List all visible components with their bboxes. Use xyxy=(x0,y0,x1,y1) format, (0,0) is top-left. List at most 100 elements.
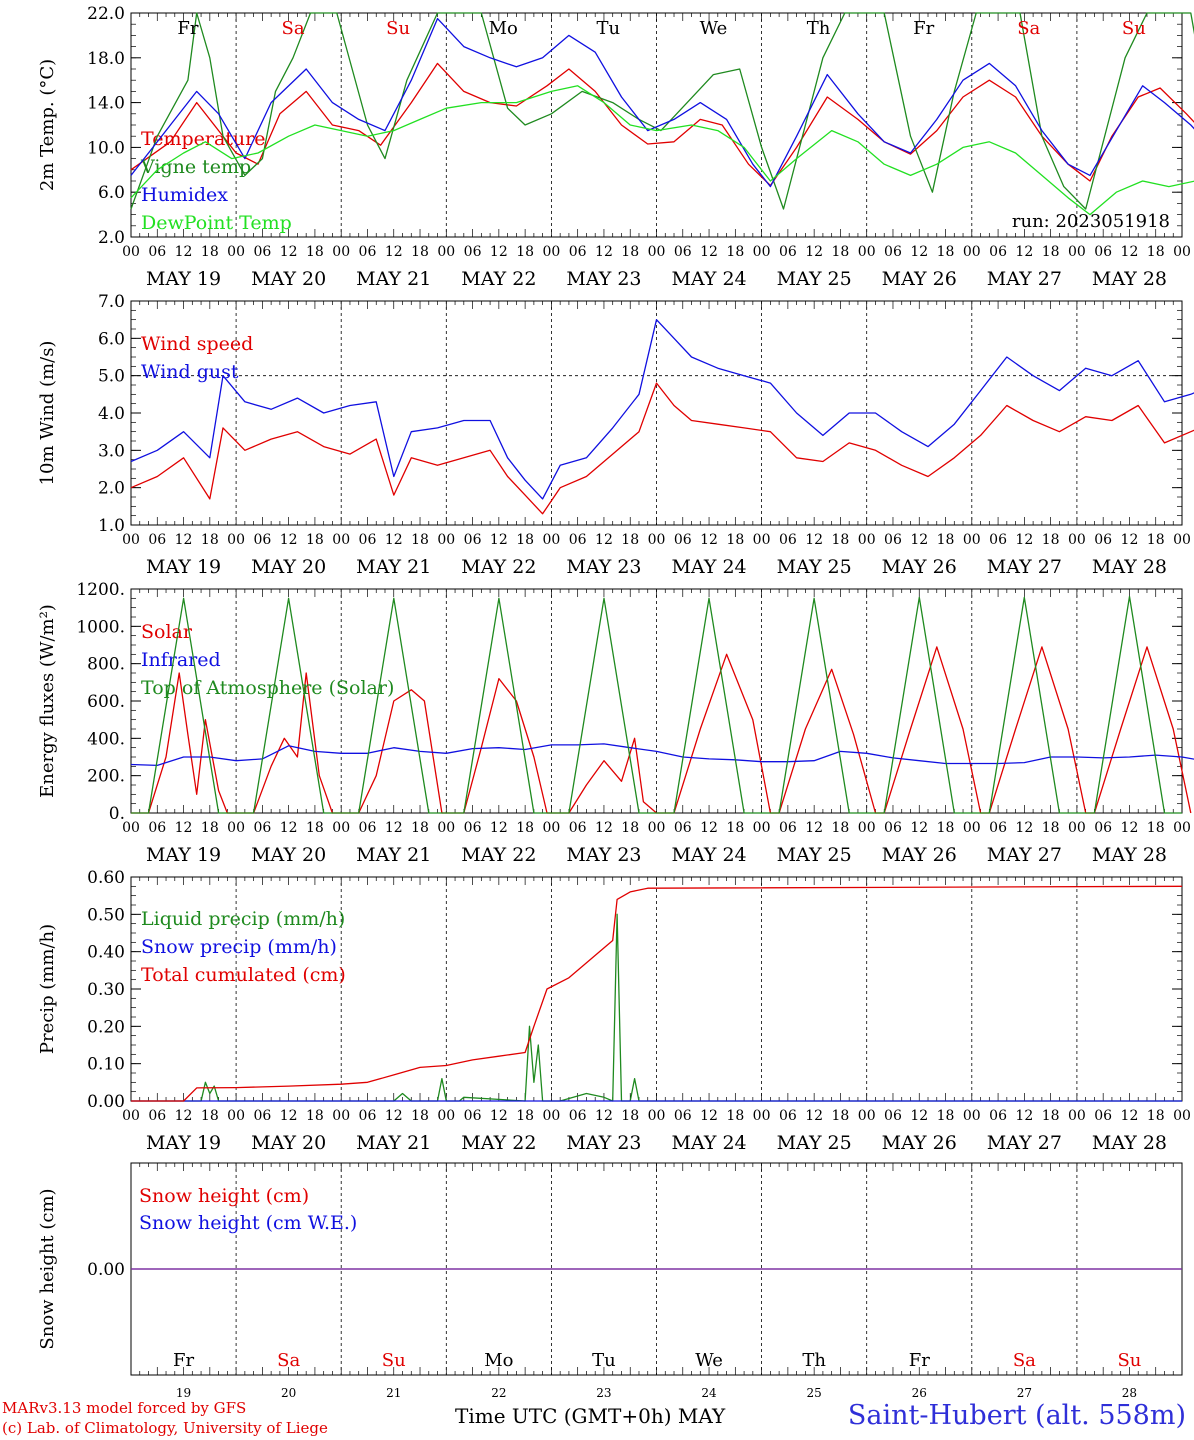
date-label: MAY 27 xyxy=(987,1132,1062,1154)
hour-tick-label: 12 xyxy=(595,532,613,548)
y-tick-label: 6.0 xyxy=(98,183,125,203)
hour-tick-label: 00 xyxy=(1173,820,1191,836)
hour-tick-label: 18 xyxy=(1147,532,1165,548)
hour-tick-label: 18 xyxy=(621,532,639,548)
hour-tick-label: 00 xyxy=(1068,532,1086,548)
hour-tick-label: 12 xyxy=(700,244,718,260)
day-name-label: Th xyxy=(802,1350,826,1371)
hour-tick-label: 06 xyxy=(148,820,166,836)
y-tick-label: 10.0 xyxy=(87,138,125,158)
date-label: MAY 24 xyxy=(671,844,746,866)
day-name-label: Sa xyxy=(277,1350,300,1371)
hour-tick-label: 18 xyxy=(306,244,324,260)
y-tick-label: 0. xyxy=(109,804,125,824)
series-line-top-of-atmosphere-solar- xyxy=(131,595,1182,814)
day-number-label: 21 xyxy=(386,1386,401,1400)
station-name: Saint-Hubert (alt. 558m) xyxy=(847,1400,1186,1431)
hour-tick-label: 00 xyxy=(437,244,455,260)
hour-tick-label: 12 xyxy=(1015,532,1033,548)
y-tick-label: 14.0 xyxy=(87,94,125,114)
time-axis-text: Time UTC (GMT+0h) xyxy=(455,1404,672,1428)
hour-tick-label: 12 xyxy=(385,1108,403,1124)
hour-tick-label: 12 xyxy=(910,244,928,260)
date-label: MAY 23 xyxy=(566,556,641,578)
date-label: MAY 19 xyxy=(146,268,221,290)
hour-tick-label: 12 xyxy=(490,1108,508,1124)
hour-tick-label: 18 xyxy=(306,820,324,836)
hour-tick-label: 00 xyxy=(332,532,350,548)
date-label: MAY 25 xyxy=(777,1132,852,1154)
hour-tick-label: 12 xyxy=(490,532,508,548)
hour-tick-label: 06 xyxy=(359,1108,377,1124)
month-label: MAY xyxy=(677,1404,726,1428)
time-axis-label: Time UTC (GMT+0h) MAY xyxy=(455,1404,725,1428)
hour-tick-label: 06 xyxy=(464,1108,482,1124)
hour-tick-label: 18 xyxy=(1042,244,1060,260)
y-tick-label: 4.0 xyxy=(98,404,125,424)
hour-tick-label: 00 xyxy=(1173,244,1191,260)
hour-tick-label: 00 xyxy=(542,820,560,836)
hour-tick-label: 06 xyxy=(569,820,587,836)
hour-tick-label: 12 xyxy=(1015,244,1033,260)
hour-tick-label: 06 xyxy=(884,820,902,836)
date-label: MAY 28 xyxy=(1092,268,1167,290)
hour-tick-label: 06 xyxy=(989,1108,1007,1124)
hour-tick-label: 18 xyxy=(832,532,850,548)
day-name-label: We xyxy=(700,18,728,39)
date-label: MAY 19 xyxy=(146,556,221,578)
date-label: MAY 22 xyxy=(461,556,536,578)
hour-tick-label: 06 xyxy=(884,532,902,548)
hour-tick-label: 06 xyxy=(1094,244,1112,260)
hour-tick-label: 18 xyxy=(726,820,744,836)
hour-tick-label: 12 xyxy=(1015,820,1033,836)
date-label: MAY 20 xyxy=(251,844,326,866)
hour-tick-label: 18 xyxy=(516,1108,534,1124)
hour-tick-label: 00 xyxy=(753,532,771,548)
y-tick-label: 800. xyxy=(87,655,125,675)
hour-tick-label: 18 xyxy=(1147,820,1165,836)
hour-tick-label: 00 xyxy=(648,532,666,548)
y-tick-label: 2.0 xyxy=(98,479,125,499)
hour-tick-label: 00 xyxy=(437,1108,455,1124)
day-name-label: Su xyxy=(1117,1350,1141,1371)
hour-tick-label: 18 xyxy=(201,1108,219,1124)
y-axis-label: 2m Temp. (°C) xyxy=(37,59,58,191)
hour-tick-label: 18 xyxy=(726,1108,744,1124)
y-tick-label: 3.0 xyxy=(98,441,125,461)
day-name-label: Su xyxy=(386,18,410,39)
hour-tick-label: 06 xyxy=(779,1108,797,1124)
hour-tick-label: 12 xyxy=(385,820,403,836)
hour-tick-label: 00 xyxy=(963,820,981,836)
hour-tick-label: 00 xyxy=(542,244,560,260)
hour-tick-label: 18 xyxy=(306,532,324,548)
hour-tick-label: 06 xyxy=(569,1108,587,1124)
hour-tick-label: 18 xyxy=(1147,244,1165,260)
hour-tick-label: 00 xyxy=(437,532,455,548)
hour-tick-label: 12 xyxy=(805,532,823,548)
date-label: MAY 21 xyxy=(356,556,431,578)
date-label: MAY 20 xyxy=(251,556,326,578)
hour-tick-label: 06 xyxy=(148,1108,166,1124)
hour-tick-label: 18 xyxy=(937,532,955,548)
hour-tick-label: 12 xyxy=(805,820,823,836)
hour-tick-label: 18 xyxy=(201,244,219,260)
day-name-label: Sa xyxy=(1013,1350,1036,1371)
date-label: MAY 26 xyxy=(882,556,957,578)
hour-tick-label: 06 xyxy=(674,1108,692,1124)
hour-tick-label: 00 xyxy=(963,532,981,548)
hour-tick-label: 06 xyxy=(253,532,271,548)
day-name-label: Su xyxy=(382,1350,406,1371)
date-label: MAY 19 xyxy=(146,1132,221,1154)
hour-tick-label: 00 xyxy=(122,532,140,548)
day-name-label: Th xyxy=(807,18,831,39)
date-label: MAY 27 xyxy=(987,556,1062,578)
hour-tick-label: 06 xyxy=(1094,532,1112,548)
date-label: MAY 26 xyxy=(882,268,957,290)
hour-tick-label: 18 xyxy=(937,820,955,836)
run-annotation: run: 2023051918 xyxy=(1012,211,1170,232)
hour-tick-label: 06 xyxy=(359,244,377,260)
date-label: MAY 24 xyxy=(671,268,746,290)
hour-tick-label: 12 xyxy=(385,532,403,548)
hour-tick-label: 18 xyxy=(1042,820,1060,836)
